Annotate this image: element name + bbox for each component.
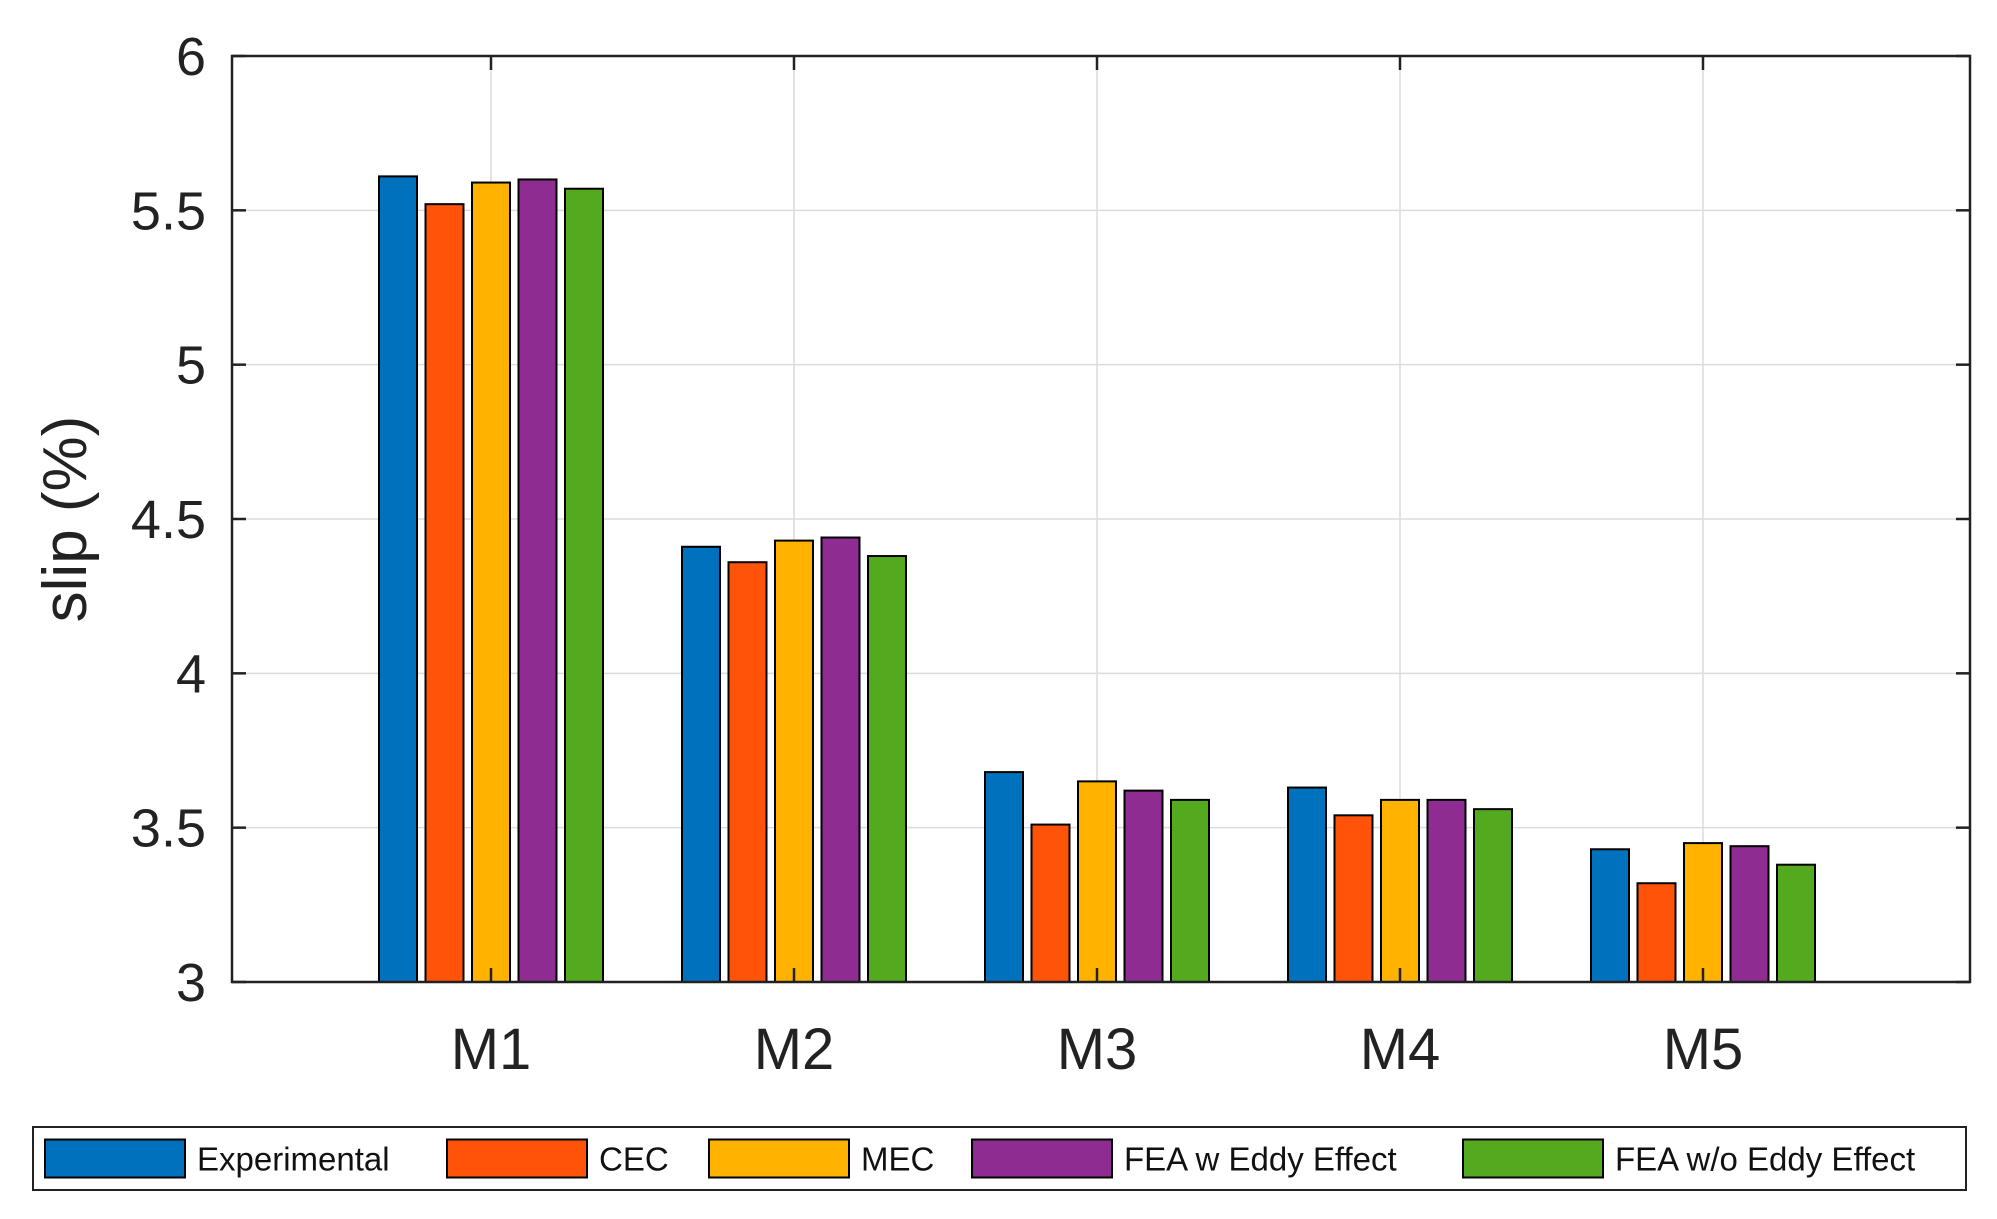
y-tick-label: 3 xyxy=(176,953,206,1013)
x-category-label: M2 xyxy=(754,1017,835,1082)
bars xyxy=(378,175,1816,984)
bar xyxy=(867,555,907,983)
legend-label: FEA w Eddy Effect xyxy=(1124,1141,1397,1178)
legend-label: MEC xyxy=(861,1141,934,1178)
bar xyxy=(1077,780,1117,983)
y-tick-label: 5.5 xyxy=(131,181,206,241)
bar xyxy=(517,178,558,983)
bar xyxy=(378,175,418,983)
legend-label: FEA w/o Eddy Effect xyxy=(1615,1141,1915,1178)
bar xyxy=(984,771,1024,984)
bar xyxy=(1776,863,1816,983)
y-tick-label: 4.5 xyxy=(131,490,206,550)
bar xyxy=(727,561,768,983)
y-tick-label: 4 xyxy=(176,644,206,704)
legend-swatch xyxy=(446,1138,588,1179)
x-category-label: M5 xyxy=(1663,1017,1744,1082)
legend-swatch xyxy=(44,1138,186,1179)
bar xyxy=(1683,842,1723,983)
bar xyxy=(471,181,511,983)
x-category-label: M4 xyxy=(1360,1017,1441,1082)
bar xyxy=(564,187,604,983)
legend-label: CEC xyxy=(599,1141,669,1178)
legend-label: Experimental xyxy=(197,1141,390,1178)
y-tick-label: 3.5 xyxy=(131,799,206,859)
bar xyxy=(1636,882,1677,984)
bar xyxy=(1729,845,1770,983)
bar xyxy=(1380,798,1420,983)
bar xyxy=(1333,814,1374,983)
y-tick-label: 6 xyxy=(176,27,206,87)
bar xyxy=(1123,789,1164,983)
x-category-label: M3 xyxy=(1057,1017,1138,1082)
bar xyxy=(820,536,861,984)
bar xyxy=(1426,798,1467,983)
y-axis-ticks: 3 3.5 4 4.5 5 5.5 6 xyxy=(131,27,1970,1013)
legend-swatch xyxy=(1462,1138,1604,1179)
bar xyxy=(424,203,465,984)
legend-swatch xyxy=(708,1138,850,1179)
bar xyxy=(1590,848,1630,983)
legend: Experimental CEC MEC FEA w Eddy Effect FEA w… xyxy=(32,1126,1967,1191)
bar xyxy=(1287,786,1327,983)
x-axis-labels: M1 M2 M3 M4 M5 xyxy=(451,56,1744,1082)
y-tick-label: 5 xyxy=(176,336,206,396)
bar xyxy=(1170,798,1210,983)
bar xyxy=(1473,808,1513,983)
legend-swatch xyxy=(971,1138,1113,1179)
y-axis-title: slip (%) xyxy=(31,416,100,623)
bar xyxy=(681,545,721,984)
bar xyxy=(1030,823,1071,984)
x-category-label: M1 xyxy=(451,1017,532,1082)
bar xyxy=(774,539,814,984)
